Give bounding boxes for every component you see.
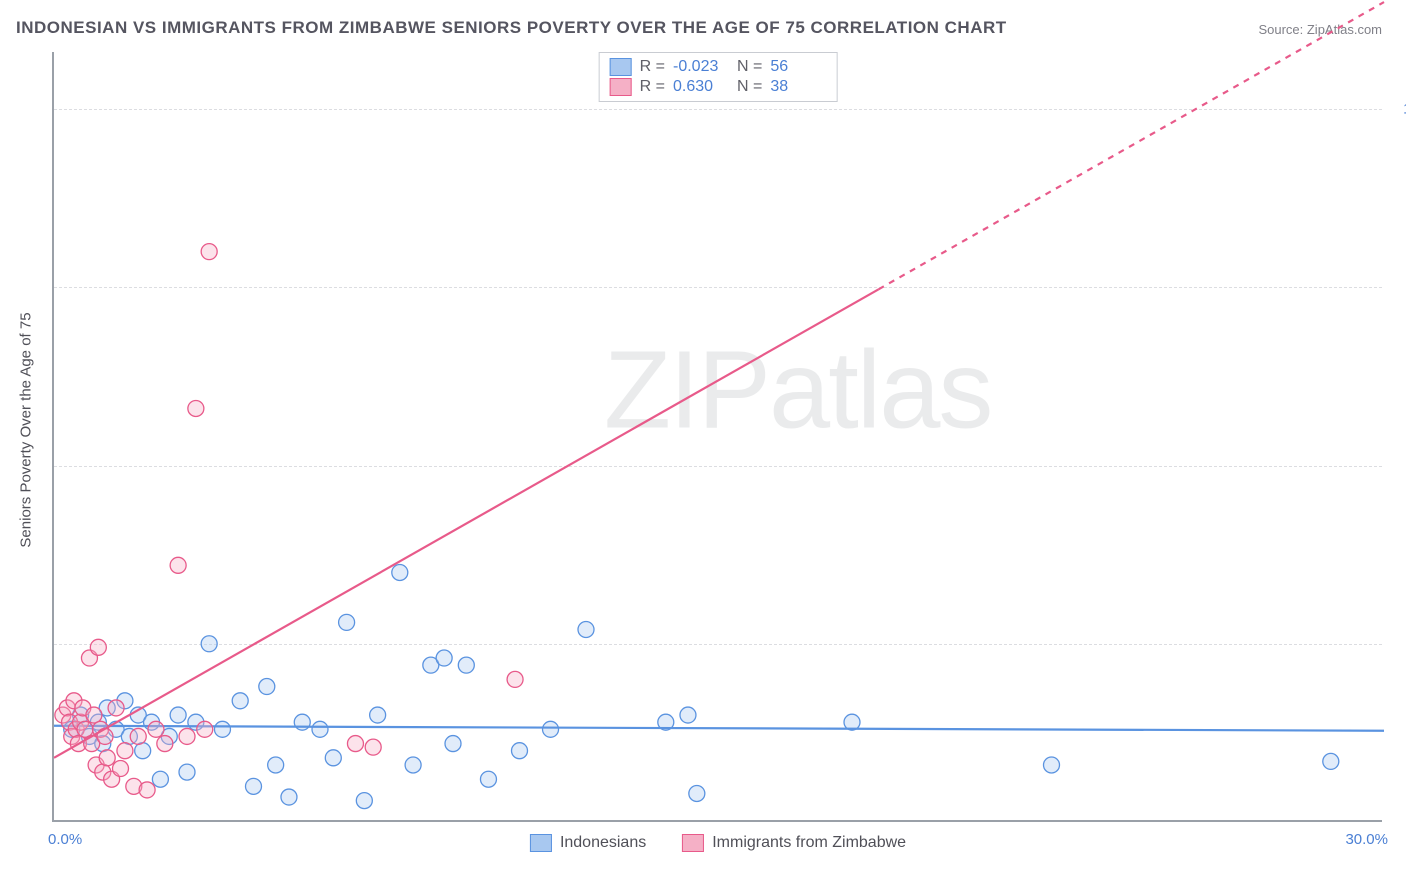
y-tick-label: 25.0% bbox=[1390, 635, 1406, 652]
data-point bbox=[458, 657, 474, 673]
data-point bbox=[214, 721, 230, 737]
y-axis-label: Seniors Poverty Over the Age of 75 bbox=[18, 312, 35, 547]
trend-line bbox=[54, 289, 879, 758]
chart-title: INDONESIAN VS IMMIGRANTS FROM ZIMBABWE S… bbox=[16, 18, 1007, 38]
data-point bbox=[108, 700, 124, 716]
data-point bbox=[312, 721, 328, 737]
correlation-chart: INDONESIAN VS IMMIGRANTS FROM ZIMBABWE S… bbox=[0, 0, 1406, 892]
data-point bbox=[512, 743, 528, 759]
data-point bbox=[365, 739, 381, 755]
data-point bbox=[246, 778, 262, 794]
data-point bbox=[339, 614, 355, 630]
data-point bbox=[201, 636, 217, 652]
data-point bbox=[201, 244, 217, 260]
data-point bbox=[436, 650, 452, 666]
data-point bbox=[543, 721, 559, 737]
data-point bbox=[139, 782, 155, 798]
data-point bbox=[170, 707, 186, 723]
swatch-b-icon bbox=[682, 834, 704, 852]
data-point bbox=[347, 736, 363, 752]
data-point bbox=[77, 721, 93, 737]
data-point bbox=[578, 622, 594, 638]
x-tick-max: 30.0% bbox=[1345, 831, 1388, 848]
data-point bbox=[157, 736, 173, 752]
data-point bbox=[445, 736, 461, 752]
source-label: Source: ZipAtlas.com bbox=[1258, 22, 1382, 37]
data-point bbox=[689, 785, 705, 801]
y-tick-label: 100.0% bbox=[1390, 101, 1406, 118]
x-tick-min: 0.0% bbox=[48, 831, 82, 848]
data-point bbox=[148, 721, 164, 737]
data-point bbox=[130, 728, 146, 744]
data-point bbox=[99, 750, 115, 766]
swatch-a-icon bbox=[530, 834, 552, 852]
data-point bbox=[135, 743, 151, 759]
data-point bbox=[392, 564, 408, 580]
plot-area: ZIPatlas 25.0%50.0%75.0%100.0% 0.0% 30.0… bbox=[52, 52, 1382, 822]
legend-item-a: Indonesians bbox=[530, 834, 646, 852]
legend-item-b: Immigrants from Zimbabwe bbox=[682, 834, 906, 852]
trend-line bbox=[54, 726, 1384, 731]
data-point bbox=[117, 743, 133, 759]
data-point bbox=[152, 771, 168, 787]
y-tick-label: 75.0% bbox=[1390, 279, 1406, 296]
data-point bbox=[170, 557, 186, 573]
scatter-svg bbox=[54, 52, 1382, 820]
data-point bbox=[188, 400, 204, 416]
data-point bbox=[281, 789, 297, 805]
series-legend: Indonesians Immigrants from Zimbabwe bbox=[530, 834, 906, 852]
data-point bbox=[356, 793, 372, 809]
data-point bbox=[325, 750, 341, 766]
data-point bbox=[370, 707, 386, 723]
data-point bbox=[268, 757, 284, 773]
y-tick-label: 50.0% bbox=[1390, 457, 1406, 474]
data-point bbox=[86, 707, 102, 723]
data-point bbox=[405, 757, 421, 773]
data-point bbox=[480, 771, 496, 787]
trend-line-extrapolated bbox=[879, 2, 1384, 289]
data-point bbox=[179, 728, 195, 744]
data-point bbox=[507, 671, 523, 687]
data-point bbox=[179, 764, 195, 780]
data-point bbox=[259, 679, 275, 695]
data-point bbox=[1323, 753, 1339, 769]
data-point bbox=[113, 761, 129, 777]
data-point bbox=[90, 639, 106, 655]
data-point bbox=[197, 721, 213, 737]
data-point bbox=[232, 693, 248, 709]
data-point bbox=[1044, 757, 1060, 773]
data-point bbox=[680, 707, 696, 723]
